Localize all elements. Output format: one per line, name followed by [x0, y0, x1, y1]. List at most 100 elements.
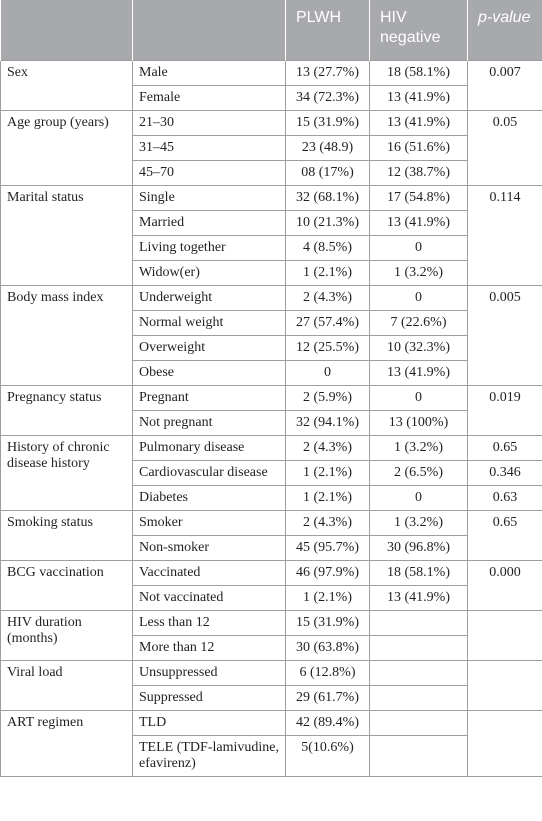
- p-value-cell: [467, 610, 542, 661]
- value-cell: 08 (17%): [285, 160, 370, 186]
- level-cell: Living together: [132, 235, 286, 261]
- value-cell: 0: [369, 235, 468, 261]
- value-cell: 0: [369, 285, 468, 311]
- value-cell: [369, 685, 468, 711]
- table-row: Overweight 12 (25.5%) 10 (32.3%): [1, 335, 542, 361]
- level-cell: Not pregnant: [132, 410, 286, 436]
- value-cell: 2 (4.3%): [285, 285, 370, 311]
- p-value-cell: 0.019: [467, 385, 542, 436]
- group-label: Smoking status: [0, 510, 133, 561]
- p-value-cell: 0.000: [467, 560, 542, 611]
- table-row: Not vaccinated 1 (2.1%) 13 (41.9%): [1, 585, 542, 611]
- table-row: Female 34 (72.3%) 13 (41.9%): [1, 85, 542, 111]
- table-row: Age group (years) 21–30 15 (31.9%) 13 (41.9…: [0, 110, 542, 186]
- value-cell: 32 (68.1%): [285, 185, 370, 211]
- value-cell: 2 (6.5%): [369, 460, 468, 486]
- level-cell: Not vaccinated: [132, 585, 286, 611]
- level-cell: Obese: [132, 360, 286, 386]
- level-cell: Diabetes: [132, 485, 286, 511]
- value-cell: 13 (41.9%): [369, 110, 468, 136]
- p-value-cell: 0.114: [467, 185, 542, 286]
- level-cell: Smoker: [132, 510, 286, 536]
- value-cell: 30 (63.8%): [285, 635, 370, 661]
- level-cell: Female: [132, 85, 286, 111]
- p-value-cell: [467, 710, 542, 777]
- group-label: ART regimen: [0, 710, 133, 777]
- value-cell: 1 (2.1%): [285, 585, 370, 611]
- value-cell: 1 (3.2%): [369, 435, 468, 461]
- value-cell: 30 (96.8%): [369, 535, 468, 561]
- value-cell: 12 (38.7%): [369, 160, 468, 186]
- value-cell: 18 (58.1%): [369, 60, 468, 86]
- level-cell: Non-smoker: [132, 535, 286, 561]
- p-value-cell: 0.005: [467, 285, 542, 386]
- group-label: HIV duration (months): [0, 610, 133, 661]
- value-cell: 17 (54.8%): [369, 185, 468, 211]
- level-cell: Male: [132, 60, 286, 86]
- value-cell: 10 (32.3%): [369, 335, 468, 361]
- value-cell: [369, 735, 468, 777]
- table-row: Viral load Unsuppressed 6 (12.8%): [0, 660, 542, 711]
- value-cell: 13 (100%): [369, 410, 468, 436]
- value-cell: 13 (41.9%): [369, 85, 468, 111]
- value-cell: [369, 610, 468, 636]
- group-label: Viral load: [0, 660, 133, 711]
- p-value-cell: 0.05: [467, 110, 542, 186]
- value-cell: 45 (95.7%): [285, 535, 370, 561]
- p-value-cell: 0.63: [467, 485, 542, 511]
- value-cell: 34 (72.3%): [285, 85, 370, 111]
- value-cell: 1 (2.1%): [285, 485, 370, 511]
- value-cell: 2 (4.3%): [285, 435, 370, 461]
- level-cell: TELE (TDF-lamivudine, efavirenz): [132, 735, 286, 777]
- value-cell: 5(10.6%): [285, 735, 370, 777]
- value-cell: 2 (4.3%): [285, 510, 370, 536]
- value-cell: [369, 660, 468, 686]
- level-cell: Overweight: [132, 335, 286, 361]
- table-row: Living together 4 (8.5%) 0: [1, 235, 542, 261]
- table-row: Sex Male 13 (27.7%) 18 (58.1%) 0.007: [0, 60, 542, 111]
- value-cell: 15 (31.9%): [285, 110, 370, 136]
- value-cell: 0: [285, 360, 370, 386]
- value-cell: 7 (22.6%): [369, 310, 468, 336]
- group-label: Sex: [0, 60, 133, 111]
- group-label: History of chronic disease history: [0, 435, 133, 511]
- p-value-cell: 0.65: [467, 435, 542, 461]
- value-cell: 1 (3.2%): [369, 260, 468, 286]
- value-cell: 1 (3.2%): [369, 510, 468, 536]
- value-cell: 29 (61.7%): [285, 685, 370, 711]
- level-cell: Pulmonary disease: [132, 435, 286, 461]
- value-cell: 32 (94.1%): [285, 410, 370, 436]
- level-cell: TLD: [132, 710, 286, 736]
- p-value-cell: 0.65: [467, 510, 542, 561]
- table-row: Suppressed 29 (61.7%): [1, 685, 542, 711]
- table-row: Widow(er) 1 (2.1%) 1 (3.2%): [1, 260, 542, 286]
- level-cell: Pregnant: [132, 385, 286, 411]
- value-cell: [369, 710, 468, 736]
- p-value-cell: 0.007: [467, 60, 542, 111]
- table-body: Sex Male 13 (27.7%) 18 (58.1%) 0.007 Female 34…: [0, 60, 542, 777]
- value-cell: 23 (48.9): [285, 135, 370, 161]
- value-cell: 0: [369, 385, 468, 411]
- table-row: Non-smoker 45 (95.7%) 30 (96.8%): [1, 535, 542, 561]
- value-cell: 15 (31.9%): [285, 610, 370, 636]
- level-cell: Underweight: [132, 285, 286, 311]
- level-cell: Normal weight: [132, 310, 286, 336]
- value-cell: 2 (5.9%): [285, 385, 370, 411]
- value-cell: [369, 635, 468, 661]
- data-table: PLWH HIV negative p-value Sex Male 13 (27.…: [0, 0, 542, 777]
- header-cell: PLWH: [285, 0, 370, 61]
- value-cell: 13 (41.9%): [369, 585, 468, 611]
- group-label: BCG vaccination: [0, 560, 133, 611]
- table-row: HIV duration (months) Less than 12 15 (31.…: [0, 610, 542, 661]
- value-cell: 1 (2.1%): [285, 260, 370, 286]
- p-value-cell: 0.346: [467, 460, 542, 486]
- level-cell: Single: [132, 185, 286, 211]
- table-row: Diabetes 1 (2.1%) 0 0.63: [1, 485, 542, 511]
- table-row: History of chronic disease history Pulmon…: [0, 435, 542, 511]
- value-cell: 6 (12.8%): [285, 660, 370, 686]
- table-row: Marital status Single 32 (68.1%) 17 (54.8%)…: [0, 185, 542, 286]
- level-cell: 45–70: [132, 160, 286, 186]
- table-row: Not pregnant 32 (94.1%) 13 (100%): [1, 410, 542, 436]
- level-cell: More than 12: [132, 635, 286, 661]
